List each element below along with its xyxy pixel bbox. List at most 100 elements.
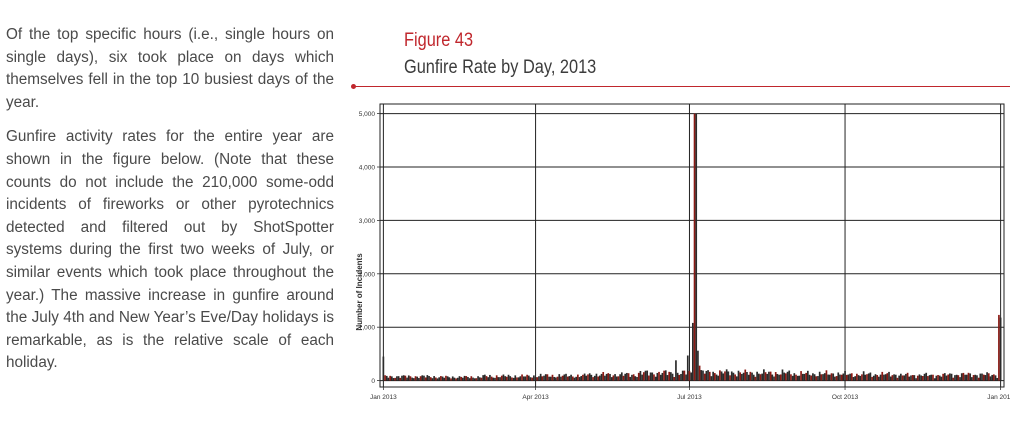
bar-day xyxy=(624,373,627,381)
bar-day xyxy=(984,375,987,381)
bar-day xyxy=(800,371,802,381)
bar-day xyxy=(546,374,549,381)
bar-day xyxy=(617,376,620,381)
bar-day xyxy=(571,376,574,381)
bar-day xyxy=(859,375,862,381)
bar-day xyxy=(654,376,657,381)
bar-day xyxy=(482,375,484,381)
bar-day xyxy=(856,373,858,381)
x-tick-label: Jan 2014 xyxy=(987,394,1010,401)
bar-day xyxy=(769,371,772,381)
bar-day xyxy=(526,374,528,381)
bar-day xyxy=(812,373,814,381)
bar-day xyxy=(965,374,968,381)
bar-day xyxy=(555,377,557,381)
bar-day xyxy=(761,373,764,381)
bar-day xyxy=(478,377,481,381)
bar-day xyxy=(998,314,1000,381)
bar-day xyxy=(746,371,748,381)
bar-day xyxy=(470,376,473,381)
bar-day xyxy=(957,375,960,381)
bar-day xyxy=(587,374,589,381)
bar-day xyxy=(509,376,512,381)
y-tick-label: 4,000 xyxy=(359,165,376,172)
bar-day xyxy=(788,370,791,381)
bar-day xyxy=(715,374,718,381)
bar-day xyxy=(918,374,921,381)
bar-day xyxy=(595,373,598,381)
bar-day xyxy=(423,375,425,381)
bar-day xyxy=(994,375,997,381)
bar-day xyxy=(857,375,860,381)
bar-day xyxy=(950,373,953,381)
bar-day xyxy=(642,372,645,381)
bar-day xyxy=(394,377,397,381)
bar-day xyxy=(854,376,857,381)
bar-day xyxy=(651,372,654,381)
bar-day xyxy=(881,371,884,381)
bar-day xyxy=(412,378,415,381)
bar-day xyxy=(977,377,980,381)
bar-day xyxy=(440,376,442,381)
bar-day xyxy=(921,376,924,381)
bar-day xyxy=(505,376,508,381)
bar-day xyxy=(401,375,403,381)
bar-day xyxy=(382,356,385,381)
bar-day xyxy=(913,375,916,381)
bar-day xyxy=(450,378,452,381)
bar-day xyxy=(627,373,630,381)
y-tick-label: 2,000 xyxy=(359,271,376,278)
bar-day xyxy=(786,371,789,381)
bar-day xyxy=(935,375,938,381)
bar-day xyxy=(534,377,537,381)
bar-day xyxy=(827,374,829,381)
bar-day xyxy=(867,373,870,381)
bar-day xyxy=(840,374,843,381)
bar-day xyxy=(580,376,583,381)
bar-day xyxy=(553,376,556,381)
bar-day xyxy=(901,375,904,381)
bar-day xyxy=(597,376,599,381)
bar-day xyxy=(864,374,867,381)
bar-day xyxy=(815,376,818,381)
bar-day xyxy=(830,373,833,381)
bar-day xyxy=(543,375,545,381)
bar-day xyxy=(747,374,750,381)
bar-day xyxy=(692,322,694,381)
bar-day xyxy=(421,375,424,381)
bar-day xyxy=(468,378,471,381)
bar-day xyxy=(986,372,988,381)
bar-day xyxy=(730,371,733,381)
bar-day xyxy=(817,376,819,381)
bar-day xyxy=(519,376,522,381)
bar-day xyxy=(861,374,863,381)
bar-day xyxy=(759,374,762,381)
bar-day xyxy=(698,365,701,381)
bar-day xyxy=(428,376,430,381)
bar-day xyxy=(979,373,982,381)
bar-day xyxy=(431,378,434,381)
bar-day xyxy=(472,377,474,381)
bar-day xyxy=(795,374,797,381)
bar-day xyxy=(900,373,902,381)
bar-day xyxy=(825,370,828,381)
bar-day xyxy=(610,377,613,381)
bar-day xyxy=(943,373,946,381)
bar-day xyxy=(869,372,872,381)
bar-day xyxy=(600,373,603,381)
bar-day xyxy=(668,371,671,381)
bar-day xyxy=(847,374,850,381)
bar-day xyxy=(823,373,826,381)
bar-day xyxy=(708,371,711,381)
bar-day xyxy=(774,372,777,381)
bar-day xyxy=(962,372,965,381)
bar-day xyxy=(511,377,513,381)
bar-day xyxy=(991,374,994,381)
bar-day xyxy=(629,376,632,381)
bar-day xyxy=(779,374,782,381)
bar-day xyxy=(675,360,677,381)
bar-day xyxy=(932,374,934,381)
bar-day xyxy=(389,375,391,381)
bar-day xyxy=(942,373,944,381)
bar-day xyxy=(467,377,469,381)
